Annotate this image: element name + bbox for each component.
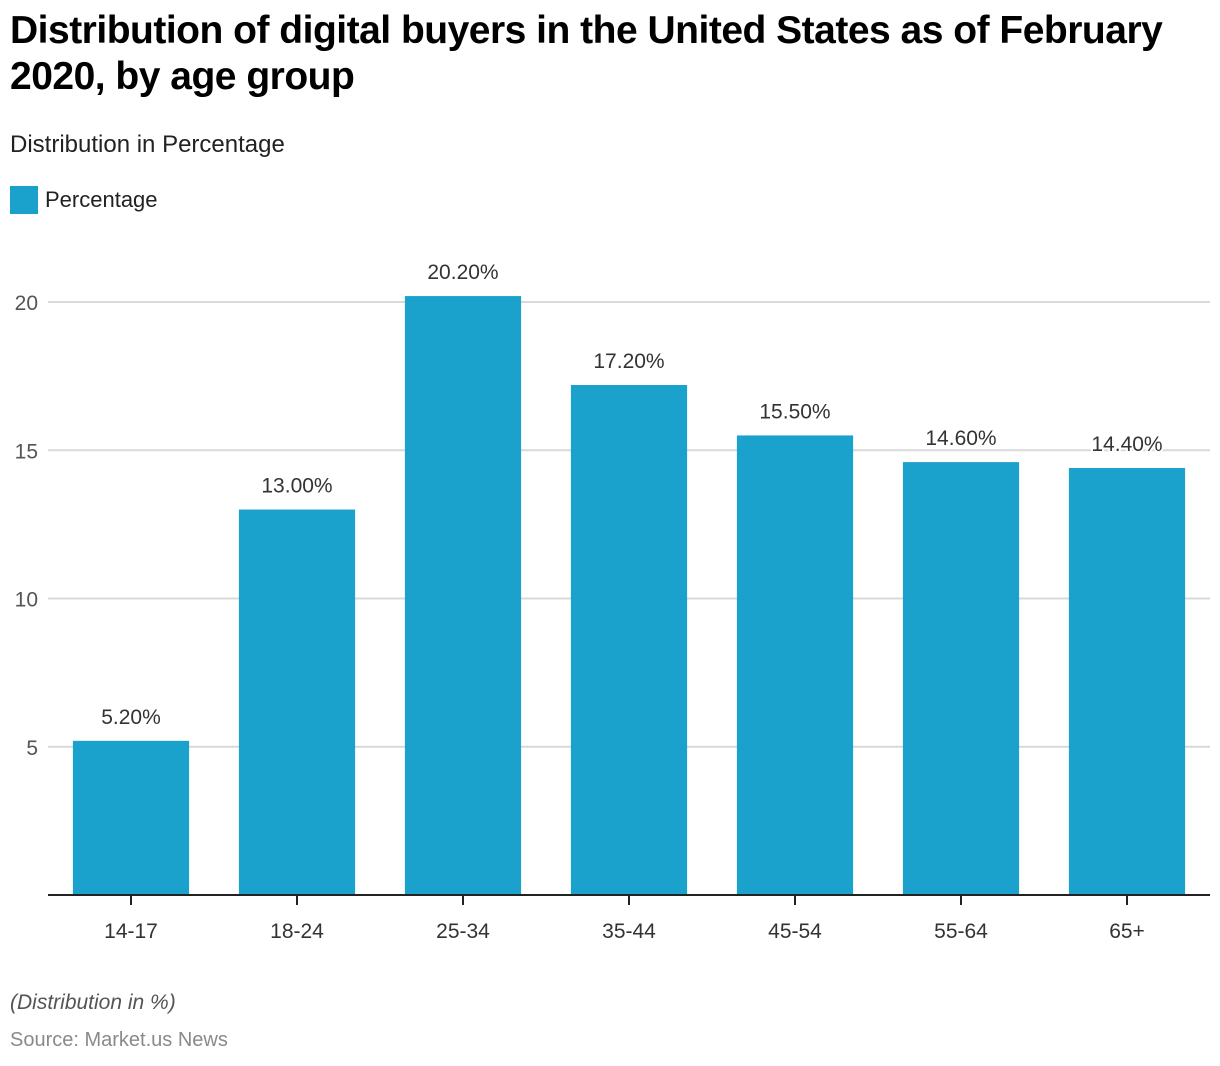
legend: Percentage — [10, 186, 158, 214]
bar-35-44 — [570, 385, 688, 895]
x-axis: 14-17 18-24 25-34 35-44 45-54 55-64 65+ — [48, 894, 1210, 943]
x-tick-label: 18-24 — [270, 920, 324, 943]
x-tick-label: 35-44 — [602, 920, 656, 943]
data-label: 15.50% — [759, 400, 830, 423]
bars — [72, 296, 1186, 895]
y-tick-label: 20 — [15, 292, 38, 315]
data-label: 13.00% — [261, 475, 332, 498]
x-tick-label: 65+ — [1109, 920, 1145, 943]
data-label: 20.20% — [427, 261, 498, 284]
data-labels: 5.20% 13.00% 20.20% 17.20% 15.50% 14.60% 14.40… — [99, 259, 1164, 731]
data-label: 5.20% — [101, 706, 161, 729]
bar-25-34 — [404, 296, 522, 895]
bar-18-24 — [238, 509, 356, 895]
x-tick-label: 14-17 — [104, 920, 158, 943]
chart-title: Distribution of digital buyers in the Un… — [10, 9, 1163, 98]
data-label: 14.60% — [925, 427, 996, 450]
chart-subtitle: Distribution in Percentage — [10, 131, 285, 158]
x-tick-label: 55-64 — [934, 920, 988, 943]
source-text: Source: Market.us News — [10, 1029, 228, 1051]
x-tick-label: 25-34 — [436, 920, 490, 943]
data-label: 17.20% — [593, 350, 664, 373]
x-tick-label: 45-54 — [768, 920, 822, 943]
bar-65+ — [1068, 468, 1186, 895]
y-tick-label: 15 — [15, 440, 38, 463]
legend-swatch — [10, 186, 38, 214]
footnote: (Distribution in %) — [10, 991, 176, 1014]
y-axis-ticks: 5 10 15 20 — [15, 292, 38, 760]
data-label: 14.40% — [1091, 433, 1162, 456]
y-tick-label: 10 — [15, 589, 38, 612]
legend-label: Percentage — [45, 187, 158, 212]
bar-14-17 — [72, 740, 190, 895]
y-tick-label: 5 — [26, 737, 38, 760]
bar-45-54 — [736, 435, 854, 895]
bar-55-64 — [902, 462, 1020, 895]
